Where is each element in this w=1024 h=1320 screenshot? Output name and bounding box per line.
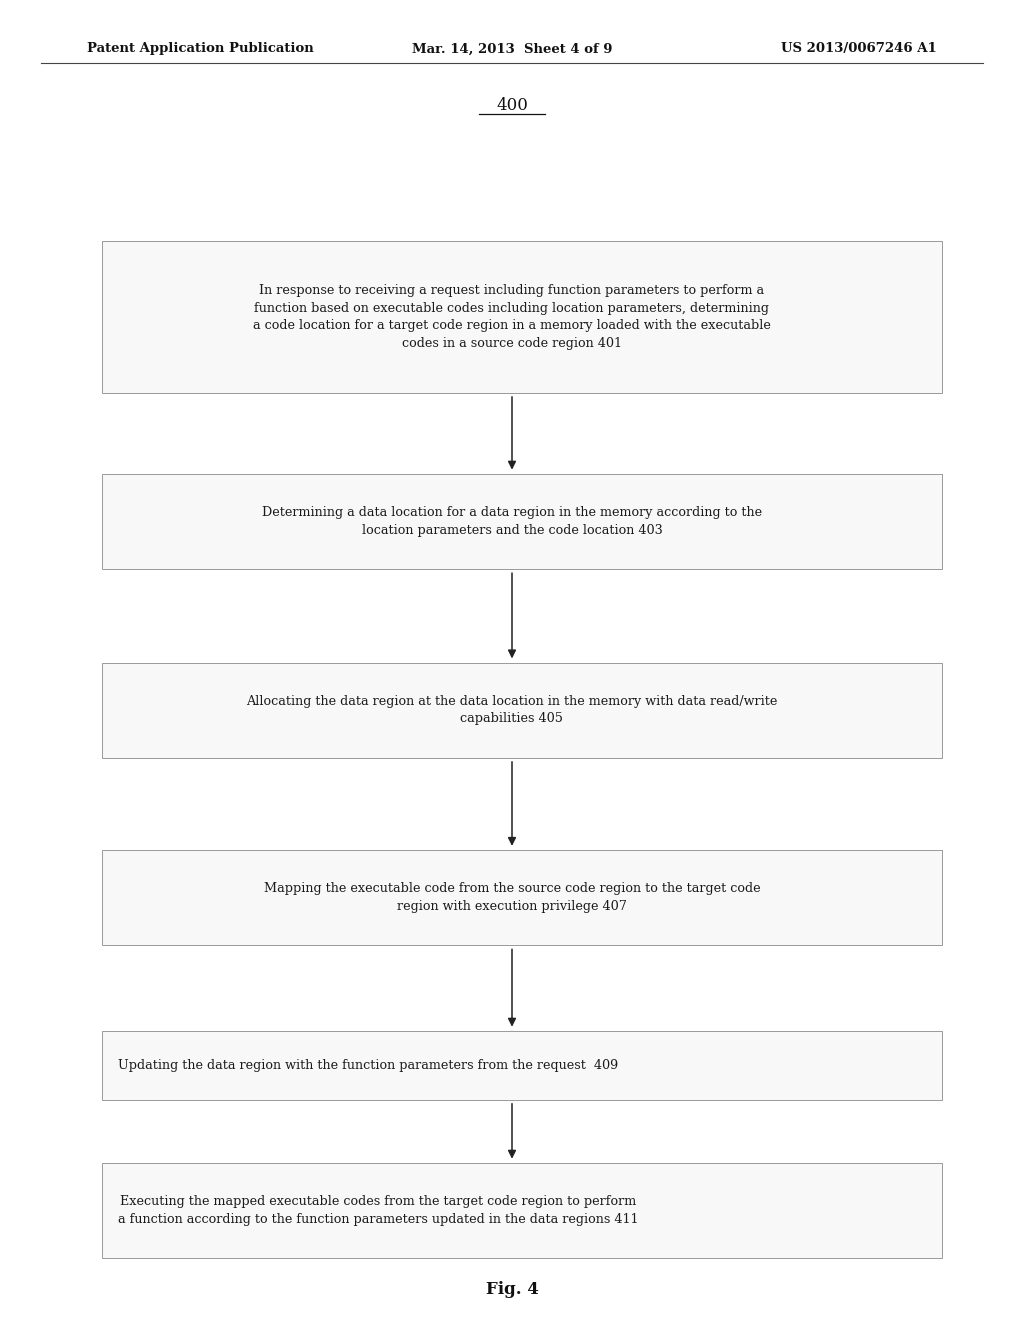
Text: Mapping the executable code from the source code region to the target code
regio: Mapping the executable code from the sou… (264, 882, 760, 913)
Text: In response to receiving a request including function parameters to perform a
fu: In response to receiving a request inclu… (253, 284, 771, 350)
Text: US 2013/0067246 A1: US 2013/0067246 A1 (781, 42, 937, 55)
FancyBboxPatch shape (102, 474, 942, 569)
Text: Determining a data location for a data region in the memory according to the
loc: Determining a data location for a data r… (262, 506, 762, 537)
Text: Updating the data region with the function parameters from the request  409: Updating the data region with the functi… (118, 1059, 618, 1072)
Text: Fig. 4: Fig. 4 (485, 1282, 539, 1298)
FancyBboxPatch shape (102, 1163, 942, 1258)
FancyBboxPatch shape (102, 242, 942, 393)
FancyBboxPatch shape (102, 850, 942, 945)
FancyBboxPatch shape (102, 663, 942, 758)
Text: Mar. 14, 2013  Sheet 4 of 9: Mar. 14, 2013 Sheet 4 of 9 (412, 42, 612, 55)
FancyBboxPatch shape (102, 1031, 942, 1100)
Text: Patent Application Publication: Patent Application Publication (87, 42, 313, 55)
Text: Executing the mapped executable codes from the target code region to perform
a f: Executing the mapped executable codes fr… (118, 1195, 638, 1226)
Text: Allocating the data region at the data location in the memory with data read/wri: Allocating the data region at the data l… (247, 694, 777, 726)
Text: 400: 400 (496, 98, 528, 114)
